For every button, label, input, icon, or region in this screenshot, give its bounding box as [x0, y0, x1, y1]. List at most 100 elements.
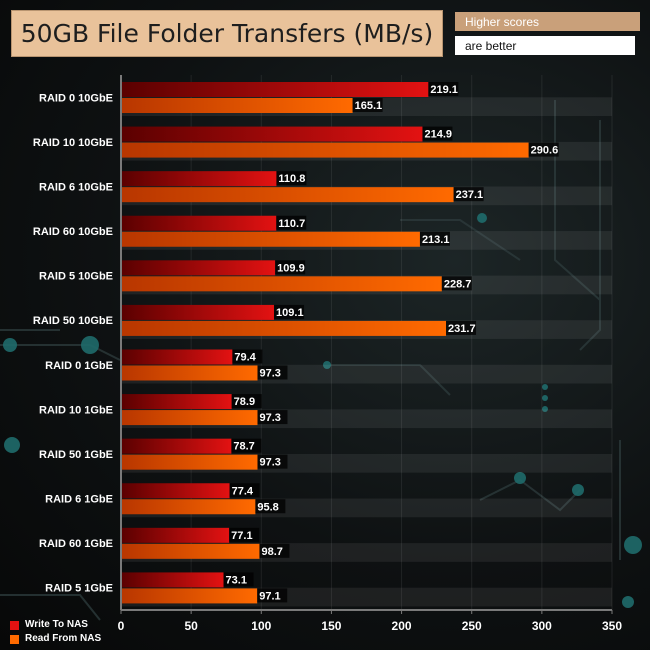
value-label-bg	[259, 543, 290, 558]
bar-read	[121, 499, 256, 515]
bar-read	[121, 98, 353, 113]
legend: Write To NAS Read From NAS	[10, 618, 101, 646]
category-label: RAID 50 10GbE	[33, 315, 113, 327]
bar-read	[121, 142, 529, 158]
category-label: RAID 6 1GbE	[45, 494, 113, 506]
x-tick-label: 150	[321, 619, 341, 633]
bar-read	[121, 588, 258, 604]
value-label-bg	[231, 438, 262, 453]
x-tick-label: 350	[602, 619, 622, 633]
value-label-write: 109.9	[277, 262, 305, 274]
value-label-read: 97.3	[259, 368, 280, 380]
bar-write	[121, 82, 429, 97]
value-label-write: 78.7	[233, 441, 254, 453]
bar-read	[121, 543, 260, 559]
legend-item-write: Write To NAS	[10, 618, 101, 632]
x-tick-label: 0	[118, 619, 125, 633]
bar-write	[121, 483, 230, 499]
x-tick-label: 100	[251, 619, 271, 633]
value-label-write: 110.8	[278, 173, 305, 185]
value-label-read: 237.1	[456, 189, 484, 201]
value-label-read: 290.6	[531, 145, 559, 157]
bar-write	[121, 527, 230, 543]
value-label-bg	[528, 142, 559, 157]
value-label-read: 213.1	[422, 234, 450, 246]
value-label-bg	[276, 171, 307, 186]
chart-title: 50GB File Folder Transfers (MB/s)	[20, 19, 434, 48]
value-label-bg	[419, 231, 450, 246]
value-label-bg	[223, 572, 254, 587]
bar-read	[121, 231, 420, 247]
category-label: RAID 5 1GbE	[45, 583, 113, 595]
category-label: RAID 50 1GbE	[39, 449, 113, 461]
value-label-write: 109.1	[276, 307, 304, 319]
value-label-write: 110.7	[278, 218, 305, 230]
bar-read	[121, 410, 258, 426]
value-label-bg	[428, 82, 459, 96]
value-label-bg	[257, 454, 288, 469]
legend-label-write: Write To NAS	[25, 619, 88, 630]
value-label-read: 97.3	[259, 457, 280, 469]
value-label-bg	[229, 483, 260, 498]
legend-label-read: Read From NAS	[25, 633, 102, 644]
bar-write	[121, 572, 224, 588]
bar-read	[121, 454, 258, 470]
value-label-bg	[441, 276, 472, 291]
value-label-bg	[231, 394, 262, 409]
value-label-bg	[446, 320, 477, 335]
x-tick-label: 50	[184, 619, 198, 633]
value-label-bg	[352, 98, 383, 112]
bar-write	[121, 438, 232, 454]
bar-write	[121, 304, 275, 320]
bar-read	[121, 276, 442, 292]
bar-read	[121, 187, 454, 203]
category-label: RAID 10 1GbE	[39, 404, 113, 416]
value-label-read: 228.7	[444, 278, 472, 290]
note-are-better: are better	[455, 36, 635, 55]
bar-write	[121, 349, 233, 365]
value-label-bg	[255, 499, 286, 514]
value-label-read: 95.8	[257, 501, 278, 513]
note-higher-scores: Higher scores	[455, 12, 640, 31]
category-label: RAID 60 10GbE	[33, 226, 113, 238]
bar-write	[121, 215, 277, 231]
value-label-bg	[232, 349, 263, 364]
value-label-write: 78.9	[234, 396, 255, 408]
bar-write	[121, 126, 423, 142]
value-label-bg	[257, 588, 288, 603]
value-label-write: 77.1	[231, 530, 252, 542]
value-label-write: 214.9	[424, 129, 452, 141]
x-tick-label: 200	[392, 619, 412, 633]
value-label-write: 219.1	[430, 84, 458, 96]
bar-read	[121, 365, 258, 381]
category-label: RAID 0 1GbE	[45, 360, 113, 372]
value-label-read: 97.1	[259, 590, 280, 602]
category-label: RAID 60 1GbE	[39, 538, 113, 550]
category-label: RAID 5 10GbE	[39, 271, 113, 283]
category-label: RAID 0 10GbE	[39, 92, 113, 104]
value-label-bg	[257, 410, 288, 425]
value-label-bg	[257, 365, 288, 380]
bar-write	[121, 260, 276, 276]
title-banner: 50GB File Folder Transfers (MB/s)	[11, 10, 443, 57]
value-label-bg	[422, 126, 453, 141]
legend-swatch-write	[10, 620, 19, 630]
x-tick-label: 300	[532, 619, 552, 633]
value-label-bg	[453, 187, 484, 202]
bar-write	[121, 394, 232, 410]
category-label: RAID 10 10GbE	[33, 137, 113, 149]
legend-item-read: Read From NAS	[10, 632, 101, 646]
value-label-read: 97.3	[259, 412, 280, 424]
value-label-write: 77.4	[232, 485, 254, 497]
legend-swatch-read	[10, 634, 19, 644]
value-label-bg	[229, 527, 260, 542]
value-label-read: 98.7	[261, 546, 282, 558]
x-tick-label: 250	[462, 619, 482, 633]
value-label-bg	[274, 304, 305, 319]
value-label-read: 165.1	[355, 100, 383, 112]
value-label-read: 231.7	[448, 323, 476, 335]
category-label: RAID 6 10GbE	[39, 181, 113, 193]
